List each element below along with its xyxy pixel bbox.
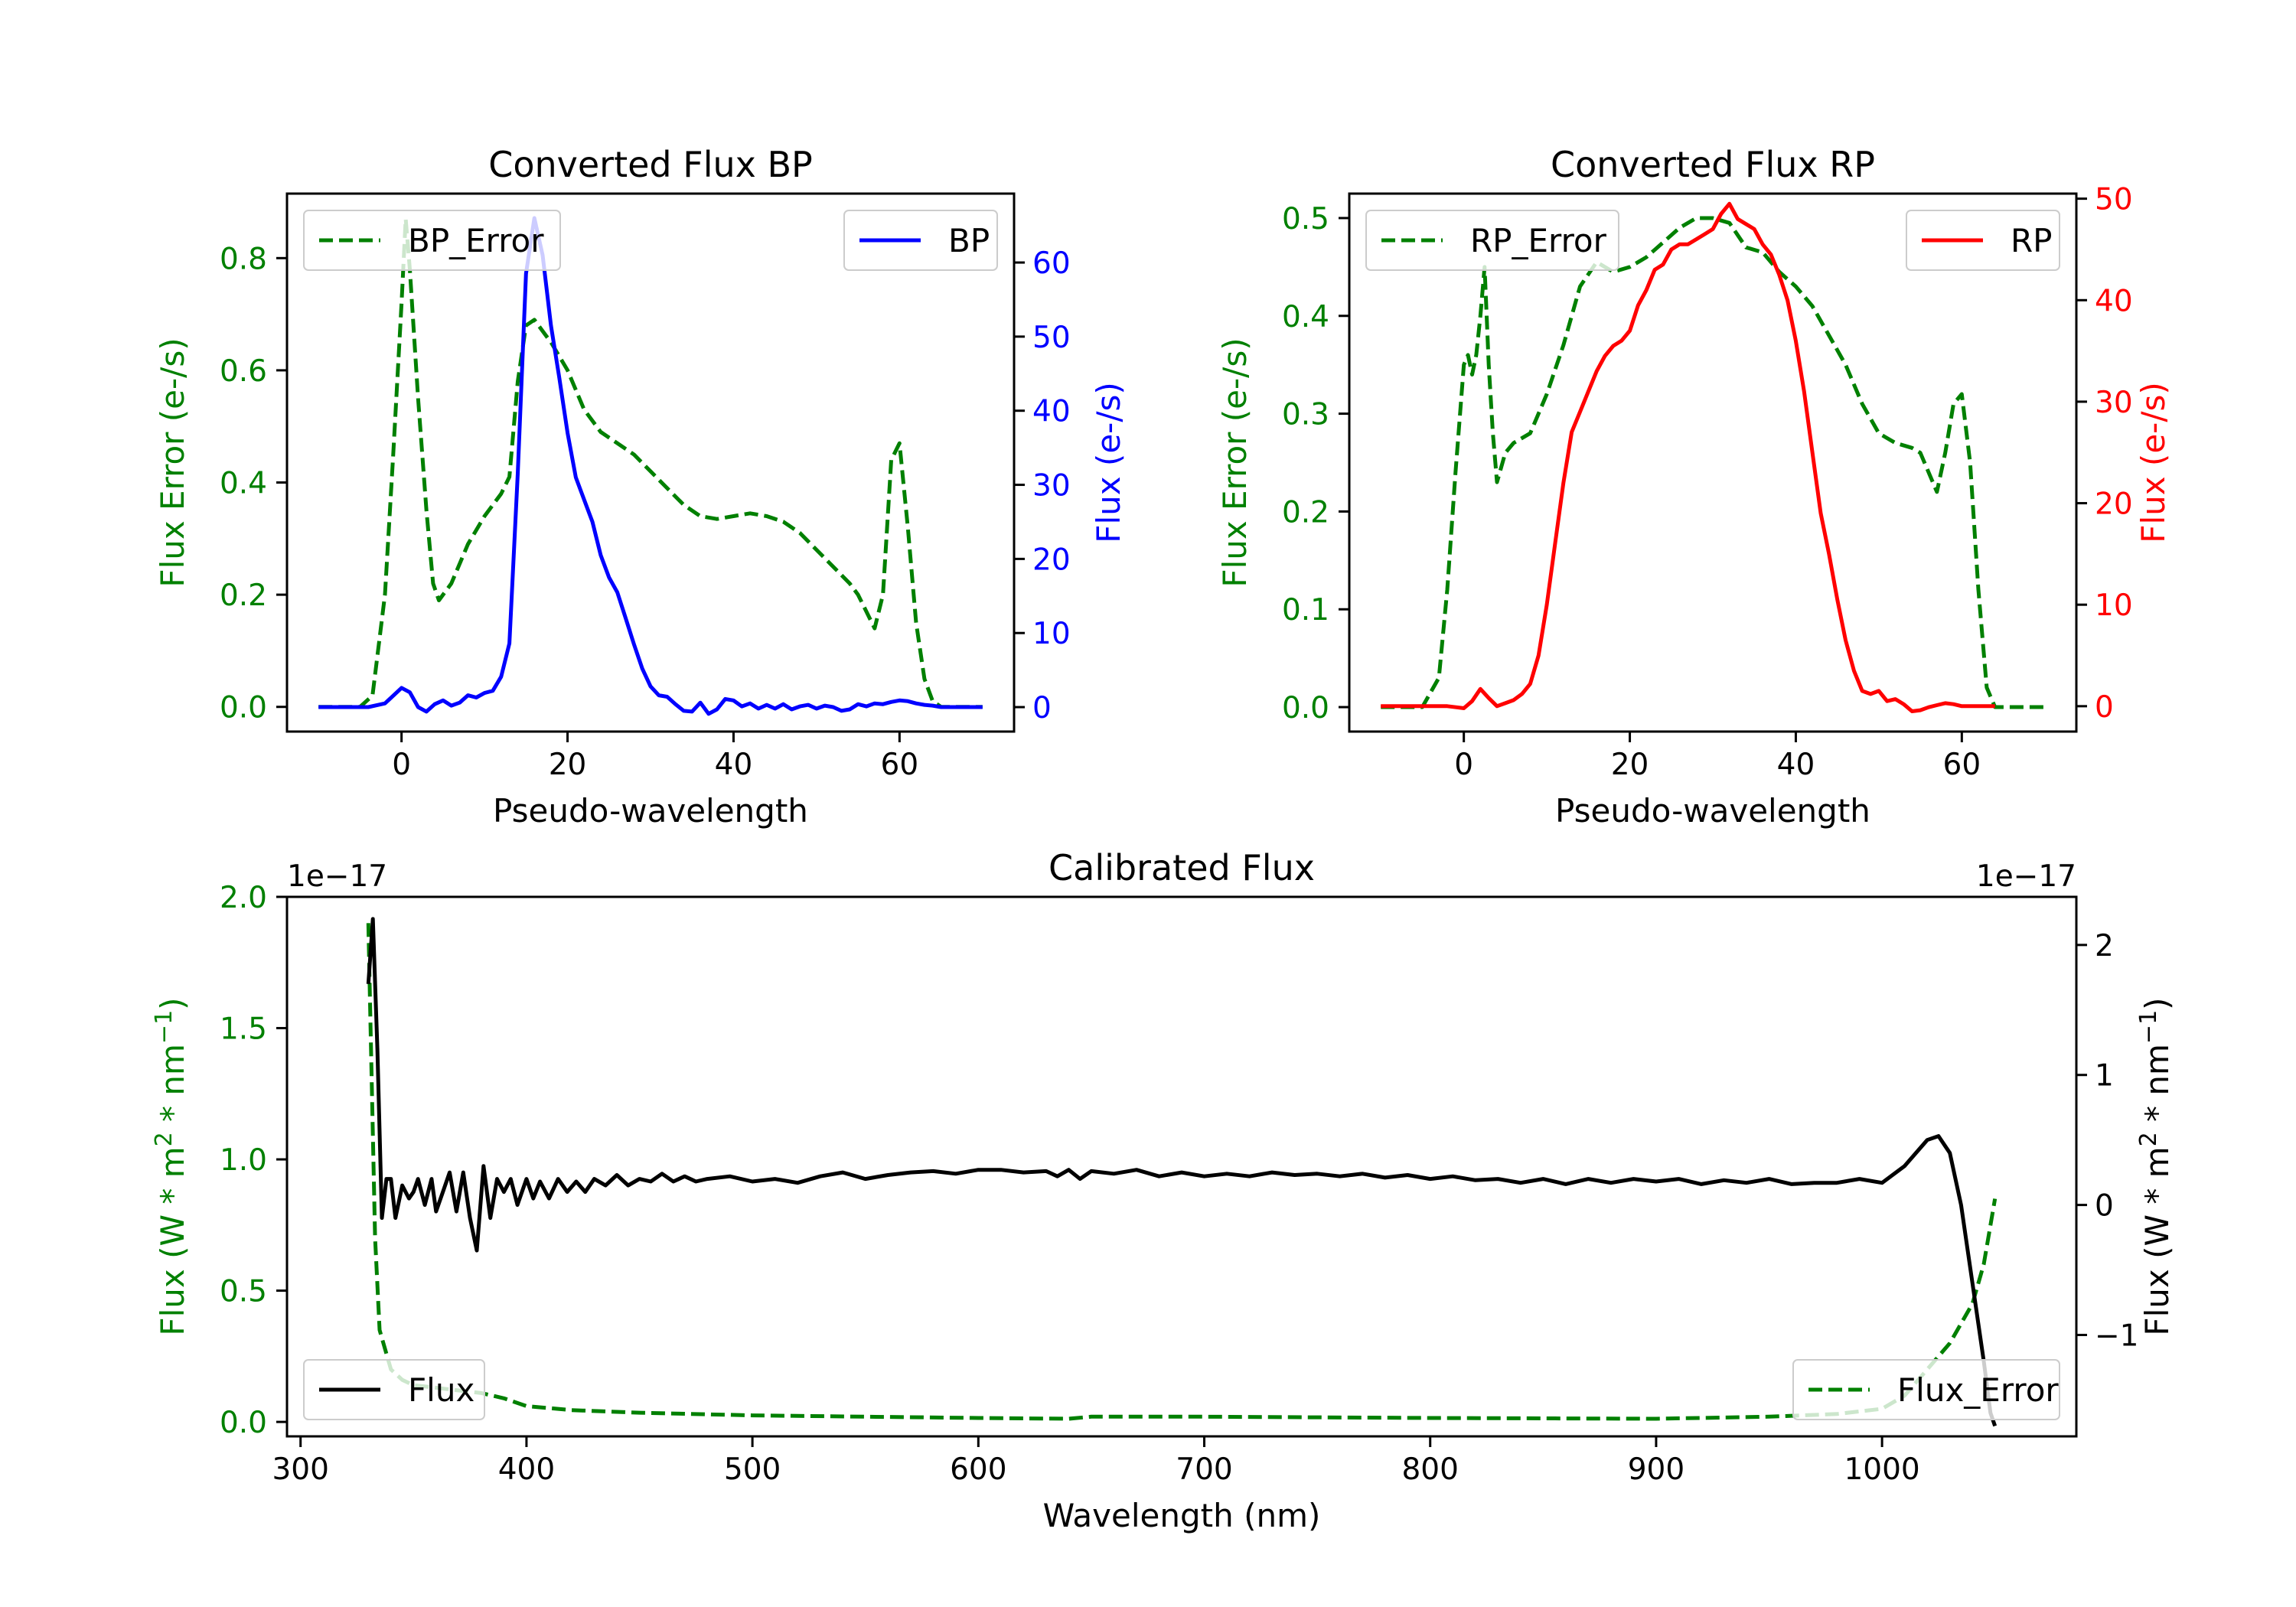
calibrated-ylabel-right: Flux (W * m2 * nm−1) bbox=[2135, 997, 2176, 1335]
calibrated-ylabel-left: Flux (W * m2 * nm−1) bbox=[151, 997, 191, 1335]
calibrated-ytick-right-label: −1 bbox=[2095, 1319, 2139, 1353]
calibrated-legend-error: Flux_Error bbox=[1792, 1359, 2060, 1420]
calibrated-xtick-label: 600 bbox=[950, 1452, 1006, 1487]
calibrated-ytick-left-label: 1.0 bbox=[220, 1143, 267, 1178]
rp-ytick-right-label: 10 bbox=[2095, 588, 2133, 623]
rp-chart: 0 20 40 60 0.0 0.1 0.2 0.3 0.4 0.5 0 10 20 30 40 50 Conv… bbox=[1216, 144, 2172, 830]
bp-ytick-right-label: 30 bbox=[1032, 469, 1071, 504]
bp-ylabel-left: Flux Error (e-/s) bbox=[154, 337, 191, 587]
bp-legend-error: BP_Error bbox=[303, 210, 561, 271]
bp-ytick-left-label: 0.0 bbox=[220, 691, 267, 725]
rp-legend-flux-label: RP bbox=[2011, 222, 2053, 259]
rp-ytick-left-label: 0.1 bbox=[1282, 593, 1329, 627]
rp-xtick-label: 20 bbox=[1611, 748, 1649, 782]
rp-ytick-right-label: 40 bbox=[2095, 284, 2133, 318]
bp-ytick-right-label: 20 bbox=[1032, 543, 1071, 577]
calibrated-xtick-label: 400 bbox=[498, 1452, 555, 1487]
calibrated-title: Calibrated Flux bbox=[1049, 847, 1315, 888]
calibrated-ytick-right-label: 0 bbox=[2095, 1189, 2114, 1224]
rp-ytick-left-label: 0.3 bbox=[1282, 398, 1329, 432]
bp-ytick-right-label: 60 bbox=[1032, 246, 1071, 281]
calibrated-ytick-left-label: 0.0 bbox=[220, 1406, 267, 1440]
bp-legend-flux-label: BP bbox=[948, 222, 990, 259]
rp-legend-flux: RP bbox=[1906, 210, 2060, 271]
calibrated-axes-frame bbox=[285, 895, 2078, 1438]
calibrated-legend-flux-box bbox=[303, 1359, 485, 1420]
rp-ylabel-left: Flux Error (e-/s) bbox=[1216, 337, 1254, 587]
bp-ytick-right-label: 10 bbox=[1032, 617, 1071, 651]
calibrated-ytick-right-label: 1 bbox=[2095, 1059, 2114, 1094]
bp-xtick-label: 0 bbox=[392, 748, 411, 782]
bp-legend-flux: BP bbox=[843, 210, 998, 271]
bp-legend-error-label: BP_Error bbox=[408, 222, 544, 259]
rp-ytick-left-label: 0.5 bbox=[1282, 202, 1329, 236]
rp-ytick-right-label: 20 bbox=[2095, 487, 2133, 522]
bp-ylabel-right: Flux (e-/s) bbox=[1090, 382, 1127, 543]
rp-xtick-label: 60 bbox=[1943, 748, 1981, 782]
rp-ylabel-right: Flux (e-/s) bbox=[2135, 382, 2172, 543]
calibrated-xtick-label: 500 bbox=[724, 1452, 781, 1487]
rp-ytick-right-label: 0 bbox=[2095, 690, 2114, 725]
calibrated-ytick-left-label: 2.0 bbox=[220, 881, 267, 915]
calibrated-xlabel: Wavelength (nm) bbox=[1043, 1497, 1321, 1534]
calibrated-xtick-label: 700 bbox=[1176, 1452, 1232, 1487]
rp-ytick-left-label: 0.2 bbox=[1282, 495, 1329, 530]
rp-axes-frame bbox=[1348, 192, 2078, 733]
calibrated-ytick-left-label: 1.5 bbox=[220, 1012, 267, 1047]
calibrated-xtick-label: 300 bbox=[272, 1452, 328, 1487]
bp-title: Converted Flux BP bbox=[488, 144, 813, 185]
bp-legend-error-box bbox=[303, 210, 561, 271]
rp-flux-line bbox=[1381, 201, 1995, 713]
flux-line bbox=[366, 917, 1998, 1427]
calibrated-legend-error-box bbox=[1792, 1359, 2060, 1420]
rp-legend-error-box bbox=[1365, 210, 1619, 271]
rp-legend-error: RP_Error bbox=[1365, 210, 1619, 271]
bp-ytick-left-label: 0.8 bbox=[220, 242, 267, 276]
rp-legend-error-label: RP_Error bbox=[1470, 222, 1607, 259]
bp-xtick-label: 40 bbox=[715, 748, 753, 782]
bp-xtick-label: 60 bbox=[881, 748, 919, 782]
rp-ytick-right-label: 50 bbox=[2095, 183, 2133, 217]
calibrated-offset-left: 1e−17 bbox=[287, 859, 387, 894]
bp-xlabel: Pseudo-wavelength bbox=[493, 792, 808, 830]
calibrated-ytick-right-label: 2 bbox=[2095, 929, 2114, 963]
bp-ytick-left-label: 0.4 bbox=[220, 467, 267, 501]
calibrated-legend-error-label: Flux_Error bbox=[1897, 1371, 2059, 1409]
rp-xtick-label: 40 bbox=[1777, 748, 1815, 782]
bp-chart: 0 20 40 60 0.0 0.2 0.4 0.6 0.8 0 10 20 30 40 50 60 Conve… bbox=[154, 144, 1127, 830]
calibrated-ytick-left-label: 0.5 bbox=[220, 1275, 267, 1309]
calibrated-xtick-label: 800 bbox=[1401, 1452, 1458, 1487]
rp-error-line bbox=[1381, 216, 2045, 709]
rp-ytick-right-label: 30 bbox=[2095, 386, 2133, 420]
bp-xtick-label: 20 bbox=[549, 748, 587, 782]
calibrated-xtick-label: 900 bbox=[1628, 1452, 1684, 1487]
bp-ytick-right-label: 0 bbox=[1032, 691, 1052, 725]
calibrated-legend-flux-label: Flux bbox=[408, 1371, 475, 1409]
bp-flux-line bbox=[318, 216, 983, 716]
bp-ytick-right-label: 50 bbox=[1032, 321, 1071, 355]
calibrated-offset-right: 1e−17 bbox=[1976, 859, 2076, 894]
rp-xtick-label: 0 bbox=[1454, 748, 1473, 782]
rp-xlabel: Pseudo-wavelength bbox=[1555, 792, 1870, 830]
rp-title: Converted Flux RP bbox=[1551, 144, 1875, 185]
calibrated-chart: 300 400 500 600 700 800 900 1000 0.0 0.5 1.0 1.5 2.0… bbox=[151, 847, 2176, 1534]
bp-ytick-left-label: 0.2 bbox=[220, 579, 267, 613]
bp-axes-frame bbox=[285, 192, 1016, 733]
bp-ytick-right-label: 40 bbox=[1032, 395, 1071, 429]
rp-ytick-left-label: 0.4 bbox=[1282, 300, 1329, 334]
bp-error-line bbox=[318, 217, 983, 709]
rp-ytick-left-label: 0.0 bbox=[1282, 691, 1329, 725]
calibrated-xtick-label: 1000 bbox=[1844, 1452, 1919, 1487]
calibrated-legend-flux: Flux bbox=[303, 1359, 485, 1420]
bp-ytick-left-label: 0.6 bbox=[220, 354, 267, 389]
